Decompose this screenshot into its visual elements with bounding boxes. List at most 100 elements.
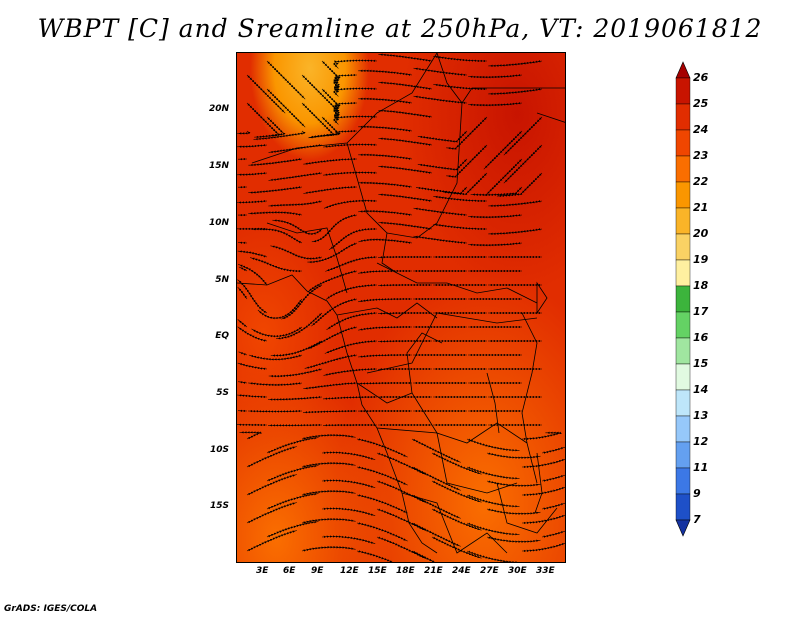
streamline	[302, 409, 357, 414]
streamline	[308, 129, 358, 139]
streamline	[323, 199, 378, 209]
lat-tick-label: 5N	[215, 275, 229, 285]
colorbar-swatch	[675, 285, 691, 313]
colorbar-tick-label: 26	[693, 71, 709, 84]
colorbar-tick-label: 19	[693, 253, 709, 266]
colorbar-bottom-arrow	[675, 519, 691, 537]
streamline	[321, 479, 376, 488]
colorbar-tick-label: 17	[693, 305, 709, 318]
streamline	[237, 250, 268, 258]
lat-tick-label: 10N	[208, 218, 229, 228]
streamline	[276, 312, 323, 340]
streamline	[358, 269, 412, 274]
lon-tick-label: 18E	[396, 566, 415, 576]
lon-tick-label: 6E	[283, 566, 296, 576]
streamline	[268, 200, 323, 207]
country-borders-layer	[237, 53, 565, 554]
colorbar-tick-label: 22	[693, 175, 709, 188]
streamline	[378, 165, 433, 174]
border-line	[376, 262, 538, 304]
streamline	[237, 394, 268, 399]
streamlines-layer	[237, 53, 565, 562]
colorbar-tick-label: 7	[693, 513, 701, 526]
lake-victoria	[536, 281, 548, 315]
lat-tick-label: 15S	[209, 501, 229, 511]
streamline	[521, 487, 565, 497]
streamline	[413, 95, 468, 105]
streamline	[237, 130, 251, 135]
streamline	[358, 97, 413, 104]
streamline	[378, 53, 433, 62]
streamline	[378, 81, 433, 90]
border-line	[266, 222, 348, 294]
colorbar-tick-label: 20	[693, 227, 709, 240]
streamline	[303, 381, 358, 390]
streamline	[377, 283, 432, 287]
streamline	[468, 241, 523, 247]
lon-tick-label: 15E	[368, 566, 387, 576]
colorbar-tick-label: 16	[693, 331, 709, 344]
colorbar-swatch	[675, 155, 691, 183]
streamline	[358, 181, 413, 188]
streamline	[378, 137, 433, 146]
streamline	[488, 88, 543, 95]
streamline	[251, 227, 303, 244]
streamline	[268, 172, 323, 182]
streamline	[333, 87, 378, 97]
streamline	[486, 480, 541, 487]
streamline	[247, 409, 303, 413]
streamline	[270, 245, 323, 260]
lat-tick-label: 10S	[209, 445, 229, 455]
lon-tick-label: 12E	[340, 566, 359, 576]
colorbar-tick-label: 12	[693, 435, 709, 448]
streamline	[321, 507, 376, 516]
border-line	[251, 53, 438, 164]
streamline	[325, 255, 378, 272]
streamline	[357, 381, 412, 385]
streamline	[466, 522, 520, 536]
streamline	[358, 353, 412, 358]
streamline	[268, 395, 323, 401]
colorbar-tick-label: 23	[693, 149, 709, 162]
streamline	[378, 193, 433, 202]
streamline	[466, 438, 520, 452]
streamline	[488, 200, 543, 207]
streamline	[358, 297, 412, 303]
lon-tick-label: 27E	[480, 566, 499, 576]
map-panel	[236, 52, 566, 563]
colorbar-swatch	[675, 77, 691, 105]
streamline	[541, 530, 565, 538]
colorbar-swatch	[675, 259, 691, 287]
colorbar-swatch	[675, 467, 691, 495]
streamline	[250, 257, 303, 273]
streamline	[237, 171, 268, 176]
lon-tick-label: 9E	[311, 566, 324, 576]
streamline	[470, 186, 523, 197]
streamline	[324, 339, 378, 354]
colorbar-top-arrow	[675, 61, 691, 79]
streamline	[253, 130, 306, 141]
border-line	[536, 112, 565, 123]
streamline	[248, 186, 303, 194]
border-line	[406, 332, 443, 394]
colorbar-tick-label: 14	[693, 383, 709, 396]
colorbar-tick-label: 24	[693, 123, 709, 136]
streamline	[358, 69, 413, 76]
streamline	[378, 221, 433, 230]
border-line	[376, 427, 518, 494]
streamline	[268, 368, 323, 378]
map-canvas	[237, 53, 565, 562]
streamline	[468, 73, 523, 79]
streamline	[466, 466, 520, 480]
lat-tick-label: 20N	[208, 104, 229, 114]
streamline	[358, 209, 413, 216]
streamline	[307, 242, 358, 264]
lat-tick-label: 15N	[208, 161, 229, 171]
streamline	[246, 446, 297, 468]
streamline	[358, 238, 413, 244]
colorbar-tick-label: 18	[693, 279, 709, 292]
streamline	[486, 508, 541, 515]
streamline	[323, 143, 378, 148]
streamline	[238, 381, 248, 384]
colorbar-swatch	[675, 337, 691, 365]
